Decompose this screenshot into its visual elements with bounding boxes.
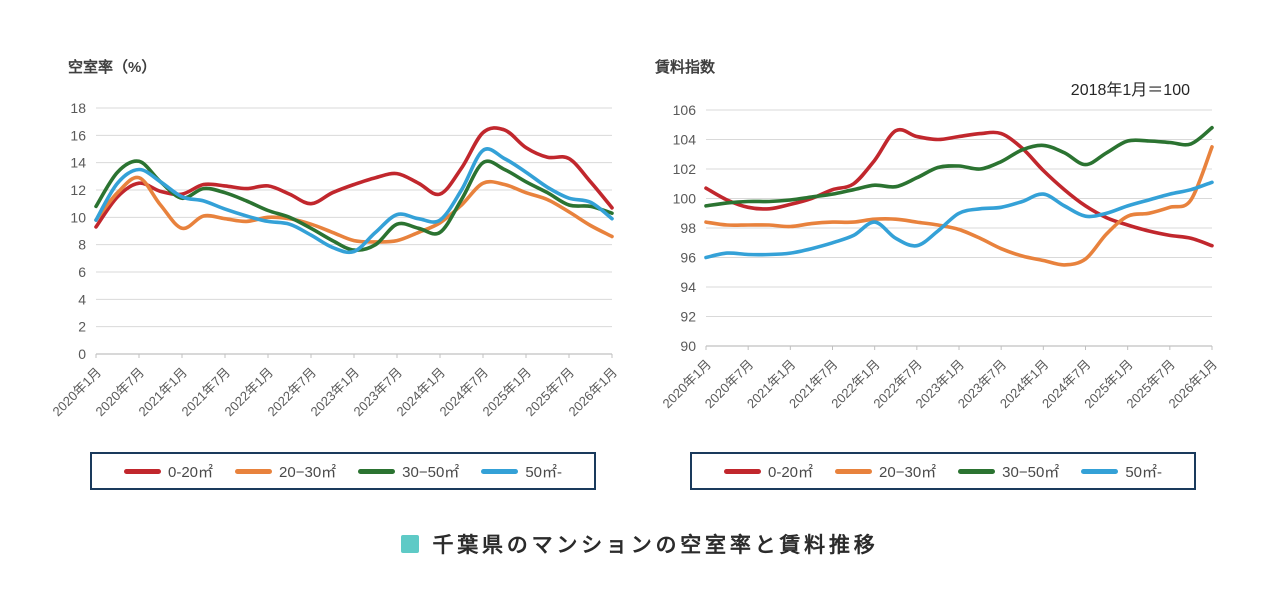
y-axis-tick-label: 16 <box>70 127 86 143</box>
legend-item-label: 30−50㎡ <box>1002 463 1060 481</box>
y-axis-tick-label: 6 <box>78 264 86 280</box>
series-line-blue <box>704 180 1214 260</box>
y-axis-tick-label: 18 <box>70 100 86 116</box>
vacancy-chart-legend: 0-20㎡ 20−30㎡ 30−50㎡ 50㎡- <box>90 452 596 490</box>
series-line-red <box>94 126 614 229</box>
series-line-green <box>704 125 1214 208</box>
y-axis-tick-label: 96 <box>680 250 696 266</box>
legend-line-swatch-icon <box>481 468 519 474</box>
legend-line-swatch-icon <box>124 468 161 474</box>
legend-item: 50㎡- <box>1081 461 1162 482</box>
y-axis-tick-label: 14 <box>70 155 86 171</box>
legend-item-label: 20−30㎡ <box>279 463 337 481</box>
chart-caption: 千葉県のマンションの空室率と賃料推移 <box>0 529 1280 559</box>
legend-item: 20−30㎡ <box>835 461 936 482</box>
series-line-blue <box>94 147 614 255</box>
caption-square-icon <box>401 535 420 553</box>
legend-item: 20−30㎡ <box>235 461 336 482</box>
legend-item: 0-20㎡ <box>724 461 813 482</box>
legend-item-label: 20−30㎡ <box>879 463 937 481</box>
y-axis-tick-label: 10 <box>70 209 86 225</box>
legend-item: 30−50㎡ <box>958 461 1059 482</box>
legend-item: 50㎡- <box>481 461 562 482</box>
legend-line-swatch-icon <box>958 468 996 474</box>
y-axis-tick-label: 100 <box>673 191 697 207</box>
series-line-red <box>704 127 1214 248</box>
legend-line-swatch-icon <box>358 468 396 474</box>
vacancy-chart-canvas: 1816141210864202020年1月2020年7月2021年1月2021… <box>50 100 621 419</box>
legend-item: 0-20㎡ <box>124 461 213 482</box>
series-line-green <box>94 159 614 253</box>
legend-item-label: 50㎡- <box>1125 463 1162 481</box>
y-axis-tick-label: 2 <box>78 319 86 335</box>
legend-line-swatch-icon <box>235 468 273 474</box>
y-axis-tick-label: 8 <box>78 237 86 253</box>
y-axis-tick-label: 4 <box>78 291 86 307</box>
y-axis-tick-label: 0 <box>78 346 86 362</box>
y-axis-tick-label: 104 <box>673 132 697 148</box>
legend-line-swatch-icon <box>724 468 761 474</box>
rent-chart-title: 賃料指数 <box>655 59 716 76</box>
rent-chart-legend: 0-20㎡ 20−30㎡ 30−50㎡ 50㎡- <box>690 452 1196 490</box>
legend-item-label: 50㎡- <box>525 463 562 481</box>
rent-chart-canvas: 10610410210098969492902020年1月2020年7月2021… <box>660 102 1221 411</box>
y-axis-tick-label: 92 <box>680 309 696 325</box>
y-axis-tick-label: 94 <box>680 279 696 295</box>
legend-item-label: 0-20㎡ <box>768 463 814 481</box>
y-axis-tick-label: 106 <box>673 102 697 118</box>
y-axis-tick-label: 102 <box>673 161 697 177</box>
vacancy-chart-title: 空室率（%） <box>68 59 157 76</box>
legend-item-label: 0-20㎡ <box>168 463 214 481</box>
series-line-orange <box>704 145 1214 267</box>
y-axis-tick-label: 12 <box>70 182 86 198</box>
caption-title: 千葉県のマンションの空室率と賃料推移 <box>432 534 879 557</box>
legend-line-swatch-icon <box>1081 468 1119 474</box>
y-axis-tick-label: 90 <box>680 338 696 354</box>
rent-base-annotation: 2018年1月＝100 <box>1070 82 1190 99</box>
legend-line-swatch-icon <box>835 468 873 474</box>
series-line-orange <box>94 175 614 244</box>
legend-item: 30−50㎡ <box>358 461 459 482</box>
legend-item-label: 30−50㎡ <box>402 463 460 481</box>
y-axis-tick-label: 98 <box>680 220 696 236</box>
